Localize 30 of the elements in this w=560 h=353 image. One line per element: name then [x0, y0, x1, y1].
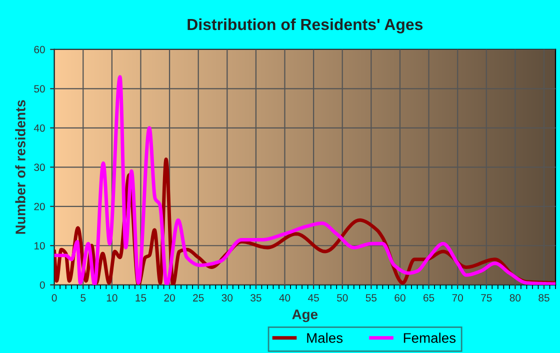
x-axis-title: Age [292, 310, 318, 322]
x-tick-label: 0 [52, 294, 57, 302]
y-tick-label: 30 [34, 164, 45, 172]
x-tick-label: 50 [336, 294, 348, 302]
x-tick-label: 45 [308, 294, 319, 302]
y-tick-label: 60 [34, 46, 45, 54]
x-tick-label: 80 [510, 294, 521, 302]
y-tick-label: 0 [40, 281, 45, 289]
x-tick-label: 15 [136, 294, 146, 302]
x-tick-label: 55 [366, 294, 377, 302]
x-tick-label: 75 [481, 294, 492, 302]
y-tick-label: 10 [34, 242, 45, 250]
x-tick-label: 20 [164, 294, 175, 302]
x-tick-label: 60 [394, 294, 406, 302]
x-tick-label: 10 [106, 294, 118, 302]
chart-title: Distribution of Residents' Ages [188, 18, 423, 34]
y-axis-title: Number of residents [15, 100, 26, 234]
x-tick-label: 65 [424, 294, 434, 302]
x-tick-label: 35 [250, 294, 262, 302]
legend-label: Females [404, 332, 456, 343]
y-tick-label: 20 [34, 202, 45, 210]
x-tick-label: 70 [452, 294, 463, 302]
x-tick-label: 5 [80, 294, 86, 302]
y-tick-label: 40 [34, 124, 45, 132]
y-tick-label: 50 [34, 85, 45, 93]
x-tick-label: 30 [222, 294, 233, 302]
x-tick-label: 25 [193, 294, 204, 302]
x-tick-label: 85 [538, 294, 550, 302]
legend-label: Males [307, 332, 343, 343]
x-tick-label: 40 [279, 294, 290, 302]
